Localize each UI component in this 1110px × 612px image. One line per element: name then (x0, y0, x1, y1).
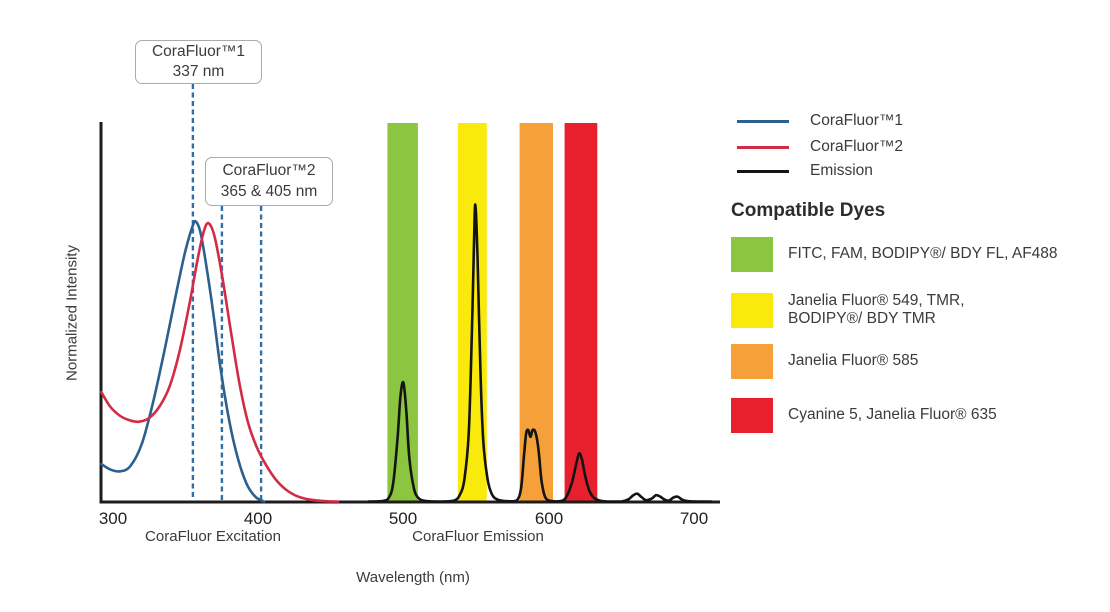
dye-row-green: FITC, FAM, BODIPY®/ BDY FL, AF488 (731, 237, 1058, 272)
filter-band-3 (564, 123, 598, 502)
legend-item-corafluor1: CoraFluor™1 (731, 112, 903, 130)
emission-curve (367, 203, 713, 503)
dye-label-line: Cyanine 5, Janelia Fluor® 635 (788, 406, 997, 424)
green-band-swatch (731, 237, 773, 272)
legend-line-swatch-blue (737, 119, 789, 123)
yellow-band-swatch (731, 292, 773, 328)
x-tick-600: 600 (534, 509, 564, 528)
callout-corafluor1-wavelength: 337 nm (172, 63, 225, 80)
dye-label: Janelia Fluor® 585 (788, 352, 918, 370)
legend-label: CoraFluor™1 (810, 112, 904, 129)
dye-row-orange: Janelia Fluor® 585 (731, 344, 918, 379)
dye-label: Janelia Fluor® 549, TMR, BODIPY®/ BDY TM… (788, 292, 965, 329)
x-tick-400: 400 (243, 509, 273, 528)
x-axis-title: Wavelength (nm) (356, 569, 470, 586)
dye-row-yellow: Janelia Fluor® 549, TMR, BODIPY®/ BDY TM… (731, 292, 965, 329)
legend-label: Emission (810, 162, 873, 179)
red-band-swatch (731, 398, 773, 433)
callout-corafluor2-name: CoraFluor™2 (222, 162, 316, 180)
emission-region-label: CoraFluor Emission (412, 528, 544, 545)
compatible-dyes-heading: Compatible Dyes (731, 200, 886, 221)
legend-label: CoraFluor™2 (810, 138, 904, 155)
filter-band-0 (387, 123, 418, 502)
x-tick-700: 700 (679, 509, 709, 528)
dye-label-line: Janelia Fluor® 549, TMR, (788, 292, 965, 309)
dye-label: FITC, FAM, BODIPY®/ BDY FL, AF488 (788, 245, 1058, 263)
legend-item-corafluor2: CoraFluor™2 (731, 138, 903, 156)
excitation-region-label: CoraFluor Excitation (145, 528, 281, 545)
x-tick-500: 500 (388, 509, 418, 528)
dye-label-line: BODIPY®/ BDY TMR (788, 310, 936, 328)
orange-band-swatch (731, 344, 773, 379)
dye-row-red: Cyanine 5, Janelia Fluor® 635 (731, 398, 997, 433)
dye-label: Cyanine 5, Janelia Fluor® 635 (788, 406, 997, 424)
legend-item-emission: Emission (731, 162, 873, 180)
dye-label-line: FITC, FAM, BODIPY®/ BDY FL, AF488 (788, 245, 1058, 263)
excitation-curve-corafluor2 (100, 221, 340, 503)
excitation-curve-corafluor1 (100, 219, 266, 503)
callout-corafluor1-name: CoraFluor™1 (151, 42, 246, 60)
legend-line-swatch-black (737, 169, 789, 173)
dye-label-line: Janelia Fluor® 585 (788, 352, 919, 370)
callout-corafluor2: CoraFluor™2 365 & 405 nm (205, 157, 333, 206)
y-axis-title: Normalized Intensity (63, 245, 81, 381)
x-tick-300: 300 (98, 509, 128, 528)
callout-corafluor1: CoraFluor™1 337 nm (135, 40, 262, 84)
legend-line-swatch-red (737, 145, 789, 149)
callout-corafluor2-wavelength: 365 & 405 nm (220, 182, 318, 200)
